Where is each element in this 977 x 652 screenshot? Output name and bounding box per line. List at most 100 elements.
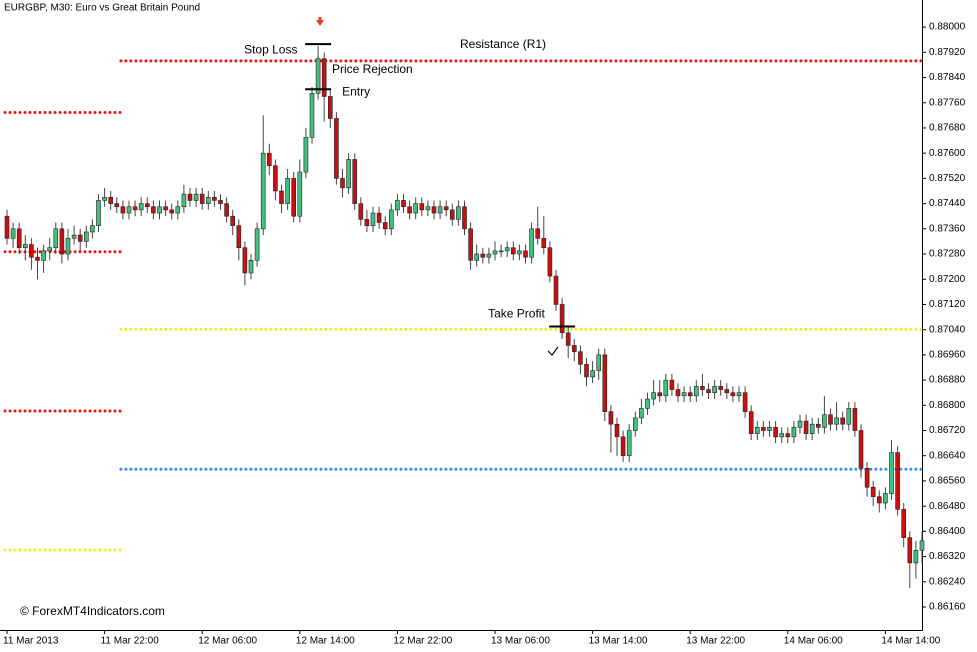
candle-body [260,152,266,230]
candle-body [639,408,644,419]
candle-body [376,212,382,223]
candle-body [114,203,120,208]
candle-body [4,215,10,239]
y-tick-label: 0.86240 [929,576,966,587]
candle-body [822,414,827,428]
candle-body [620,436,626,457]
candle-body [504,247,510,252]
candle-body [803,420,809,434]
candle-body [212,196,217,201]
candle-body [425,206,431,211]
y-tick-label: 0.87680 [929,123,966,134]
candle-body [224,203,229,217]
candle-body [443,206,449,211]
candle-body [712,386,717,393]
candle-body [852,408,858,431]
candle-body [693,386,699,397]
candle-body [22,244,28,249]
candle-body [584,364,589,378]
candle-body [858,430,864,469]
candle-body [193,193,199,201]
candle-body [29,244,34,258]
candle-body [767,427,772,431]
candle-body [681,392,687,397]
chart-title: EURGBP, M30: Euro vs Great Britain Pound [4,3,200,14]
candle-body [303,137,309,173]
candle-body [315,58,321,94]
candle-body [346,159,351,189]
candle-body [84,231,89,242]
candle-body [602,354,608,412]
signal-arrow [316,17,324,26]
candle-body [388,209,394,230]
x-tick-label: 13 Mar 22:00 [686,636,745,647]
candle-body [815,423,821,428]
candle-body [492,250,498,255]
candle-body [407,206,412,214]
candle-body [559,304,565,334]
y-tick-label: 0.86960 [929,350,966,361]
y-tick-label: 0.87920 [929,47,966,58]
candle-body [35,256,40,261]
y-tick-label: 0.87760 [929,97,966,108]
candle-body [895,452,900,510]
y-tick-label: 0.87360 [929,223,966,234]
candle-body [651,392,656,400]
candle-body [236,225,242,249]
copyright: © ForexMT4Indicators.com [20,604,165,618]
candle-body [163,206,168,211]
annotation: Resistance (R1) [460,37,546,51]
y-tick-label: 0.86880 [929,375,966,386]
candle-body [175,206,181,214]
candle-body [742,392,748,412]
candle-body [340,178,345,189]
candle-body [370,212,376,226]
y-tick-label: 0.87440 [929,198,966,209]
x-tick-label: 13 Mar 06:00 [491,636,550,647]
candle-body [632,417,638,431]
candle-body [10,228,16,239]
y-tick-label: 0.86480 [929,501,966,512]
candle-body [480,253,486,258]
candle-body [151,206,156,214]
x-tick-label: 11 Mar 2013 [3,636,59,647]
candle-body [919,540,925,551]
candle-body [309,92,315,138]
candle-body [181,193,187,208]
candle-body [468,228,473,261]
candle-body [565,332,571,346]
candle-body [901,508,907,538]
candle-body [449,209,455,220]
marker-label: Stop Loss [244,42,297,56]
y-tick-label: 0.86720 [929,425,966,436]
y-tick-label: 0.87840 [929,72,966,83]
x-tick-label: 14 Mar 06:00 [784,636,843,647]
candle-body [102,196,107,201]
candle-body [529,228,534,258]
candle-body [730,392,736,397]
candle-body [334,118,339,179]
y-tick-label: 0.86640 [929,450,966,461]
candle-body [809,423,815,434]
candle-body [297,171,303,217]
candle-body [285,178,290,204]
candle-body [864,468,870,488]
candle-body [761,427,766,431]
candle-body [687,392,693,397]
candle-body [883,493,888,504]
candle-body [321,58,327,97]
candle-body [273,165,278,192]
candle-body [834,417,839,425]
candle-body [907,537,913,564]
candle-body [748,411,754,434]
marker-label: Entry [342,84,370,98]
candle-body [96,200,101,226]
y-tick-label: 0.86320 [929,551,966,562]
candle-body [41,250,46,261]
candle-body [870,486,876,497]
candle-body [724,389,730,393]
candle-body [138,203,144,211]
candle-body [187,193,193,201]
candle-body [547,247,553,277]
